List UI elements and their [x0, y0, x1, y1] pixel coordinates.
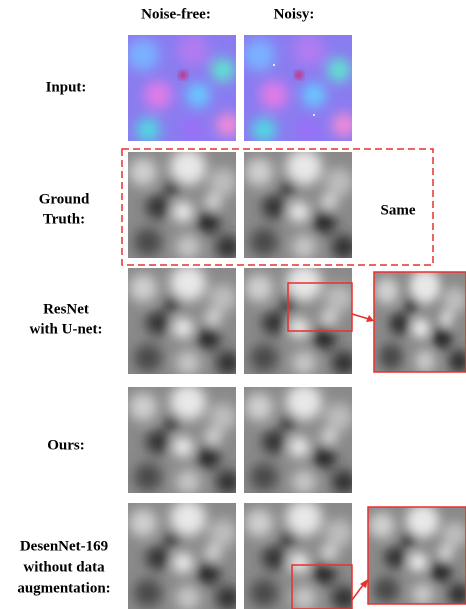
figure: Noise-free: Noisy: Input: Ground Truth: … [0, 0, 466, 609]
column-header: Noisy: [274, 6, 315, 22]
zoom-image [374, 269, 466, 372]
image [244, 149, 356, 259]
image [128, 265, 240, 375]
image [127, 34, 240, 142]
row-label: DesenNet-169 [20, 538, 108, 554]
row-label: Ground [39, 191, 90, 207]
row-label: ResNet [43, 301, 89, 317]
row-label: with U-net: [30, 321, 103, 337]
image [128, 149, 240, 259]
image [244, 500, 356, 609]
row-label: augmentation: [17, 580, 110, 596]
note: Same [381, 202, 416, 218]
image [243, 34, 356, 142]
row-label: without data [23, 559, 105, 575]
image [128, 384, 240, 494]
image [244, 265, 356, 375]
arrow [352, 314, 369, 319]
image [128, 500, 240, 609]
row-label: Ours: [47, 437, 85, 453]
zoom-image [368, 504, 466, 605]
image [244, 384, 356, 494]
arrow [352, 585, 363, 600]
row-label: Truth: [43, 211, 85, 227]
column-header: Noise-free: [141, 6, 211, 22]
row-label: Input: [46, 79, 87, 95]
